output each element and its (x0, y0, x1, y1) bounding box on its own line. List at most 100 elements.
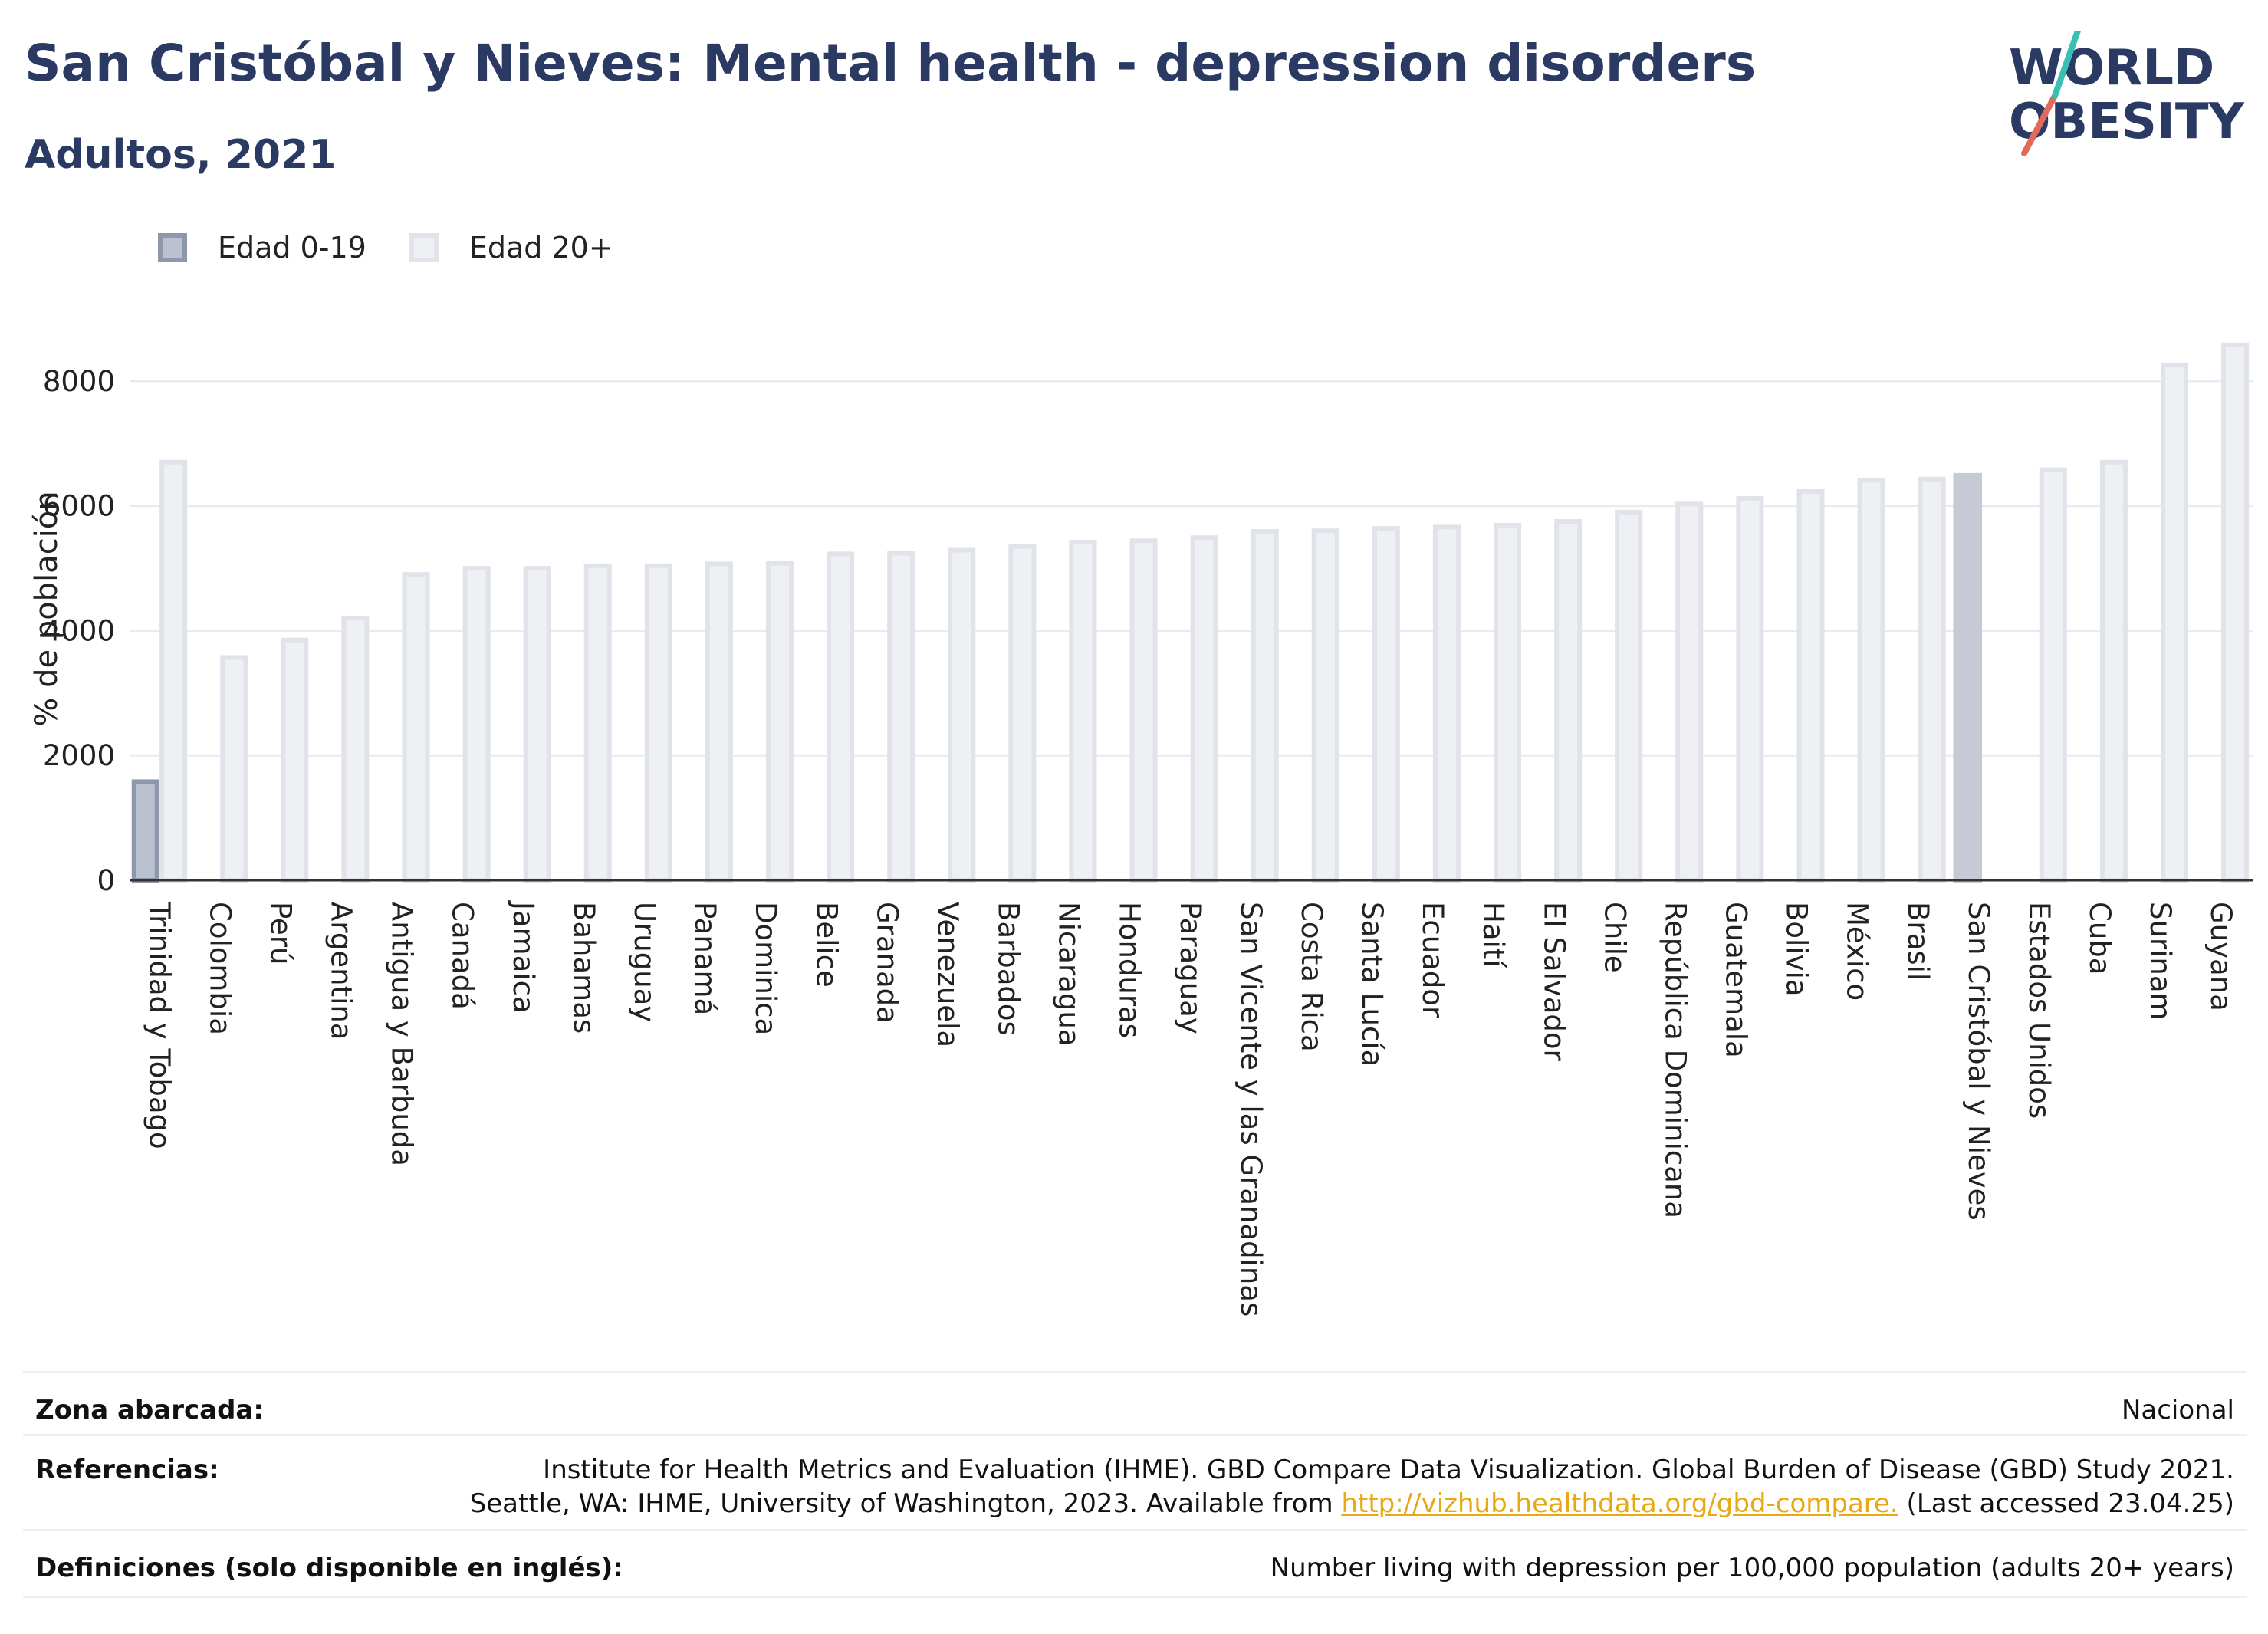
bar-age-20plus (583, 563, 612, 883)
legend-label-age-20plus: Edad 20+ (468, 231, 613, 265)
x-category-label: Antigua y Barbuda (386, 902, 419, 1166)
bar-age-20plus (523, 566, 551, 883)
x-category-label: Granada (870, 902, 903, 1024)
x-category-label: San Cristóbal y Nieves (1962, 902, 1995, 1221)
bar-age-20plus-highlight (1953, 472, 1983, 883)
bar-age-20plus (1736, 495, 1764, 883)
legend-item-age-20plus[interactable]: Edad 20+ (409, 231, 613, 265)
bar-age-20plus (1857, 478, 1885, 883)
x-category-label: Colombia (203, 902, 236, 1035)
bar-age-20plus (1372, 526, 1400, 883)
footer-value-definiciones: Number living with depression per 100,00… (1270, 1553, 2234, 1583)
bar-age-20plus (1069, 539, 1097, 883)
bar-age-20plus (1311, 528, 1339, 883)
world-obesity-logo: WORLD OBESITY (2009, 31, 2244, 156)
bar-age-20plus (462, 566, 491, 883)
bar-chart: 0 2000 4000 6000 8000 % de población Trinidad … (29, 342, 2253, 1317)
y-tick-label: 0 (97, 864, 115, 897)
x-category-label: Trinidad y Tobago (143, 901, 176, 1149)
y-axis-label: % de población (29, 491, 64, 726)
bar-age-20plus (1494, 522, 1522, 883)
footer-info: Zona abarcada: Nacional Referencias: Ins… (23, 1371, 2247, 1601)
bar-age-20plus (2160, 362, 2189, 883)
x-category-label: Canadá (446, 902, 479, 1010)
x-category-label: Venezuela (931, 902, 964, 1047)
x-category-label: Belice (810, 902, 843, 988)
x-category-label: República Dominicana (1658, 902, 1691, 1218)
bar-age-20plus (1251, 529, 1279, 883)
bar-age-20plus (1675, 501, 1704, 883)
x-category-label: Paraguay (1174, 902, 1207, 1034)
footer-ref-text: Seattle, WA: IHME, University of Washing… (469, 1488, 1342, 1519)
logo-line1: WORLD (2009, 40, 2214, 97)
bar-age-20plus (1554, 519, 1583, 883)
chart-legend: Edad 0-19 Edad 20+ (158, 228, 656, 267)
x-category-label: Argentina (325, 902, 358, 1040)
bar-age-20plus (341, 616, 370, 883)
x-category-label: Perú (264, 902, 297, 965)
bar-age-20plus (281, 637, 309, 883)
bar-age-20plus (705, 561, 733, 883)
legend-label-age-0-19: Edad 0-19 (218, 231, 366, 265)
x-category-label: Nicaragua (1053, 902, 1086, 1046)
footer-row-referencias: Referencias: Institute for Health Metric… (23, 1434, 2247, 1531)
legend-swatch-age-20plus (409, 233, 439, 262)
chart-title: San Cristóbal y Nieves: Mental health - … (25, 34, 1757, 93)
bar-age-20plus (948, 547, 976, 883)
bar-age-20plus (1190, 535, 1218, 883)
bar-age-20plus (2221, 342, 2250, 883)
bar-age-20plus (1432, 524, 1461, 883)
bar-age-20plus (1918, 476, 1946, 883)
x-category-label: Barbados (992, 902, 1025, 1036)
x-category-label: Bahamas (567, 902, 600, 1034)
x-category-label: Estados Unidos (2023, 902, 2056, 1119)
x-category-label: Uruguay (628, 902, 661, 1022)
x-category-label: Honduras (1113, 902, 1146, 1038)
y-tick-label: 2000 (43, 739, 115, 772)
bar-age-20plus (1008, 544, 1037, 883)
chart-subtitle: Adultos, 2021 (25, 132, 337, 178)
legend-item-age-0-19[interactable]: Edad 0-19 (158, 231, 366, 265)
footer-value-referencias-line1: Institute for Health Metrics and Evaluat… (543, 1455, 2234, 1485)
footer-row-definiciones: Definiciones (solo disponible en inglés)… (23, 1529, 2247, 1598)
bar-age-20plus (644, 563, 672, 883)
footer-key-zona: Zona abarcada: (35, 1395, 264, 1425)
x-category-label: Haití (1477, 902, 1510, 968)
y-tick-label: 6000 (43, 490, 115, 523)
legend-swatch-age-0-19 (158, 233, 187, 262)
x-category-label: Surinam (2144, 902, 2177, 1021)
bar-age-20plus (2039, 467, 2067, 883)
bar-age-20plus (765, 561, 794, 883)
x-category-label: Santa Lucía (1356, 902, 1389, 1067)
x-category-label: Brasil (1902, 902, 1934, 981)
x-category-label: Ecuador (1416, 902, 1449, 1018)
x-category-label: San Vicente y las Granadinas (1234, 902, 1267, 1317)
footer-ref-link[interactable]: http://vizhub.healthdata.org/gbd-compare… (1341, 1488, 1898, 1519)
x-category-label: Chile (1598, 902, 1631, 973)
x-category-label: México (1841, 902, 1874, 1001)
x-category-label: El Salvador (1537, 902, 1570, 1062)
bar-age-0-19 (131, 779, 159, 883)
bar-age-20plus (159, 459, 188, 883)
y-tick-label: 8000 (43, 365, 115, 398)
footer-row-zona: Zona abarcada: Nacional (23, 1371, 2247, 1436)
footer-ref-accessed: (Last accessed 23.04.25) (1898, 1488, 2234, 1519)
footer-key-definiciones: Definiciones (solo disponible en inglés)… (35, 1553, 623, 1583)
x-category-label: Bolivia (1780, 902, 1813, 996)
x-category-label: Costa Rica (1295, 902, 1328, 1052)
bar-age-20plus (220, 655, 248, 883)
bar-age-20plus (1615, 509, 1643, 883)
x-category-label: Dominica (749, 902, 782, 1035)
bar-age-20plus (827, 551, 855, 883)
bar-age-20plus (2099, 459, 2128, 883)
footer-key-referencias: Referencias: (35, 1455, 219, 1485)
bar-age-20plus (1796, 489, 1825, 883)
x-category-label: Cuba (2083, 902, 2116, 975)
bar-age-20plus (402, 572, 430, 883)
x-category-label: Panamá (689, 902, 721, 1015)
footer-value-zona: Nacional (2121, 1395, 2234, 1425)
x-category-label: Guyana (2204, 902, 2237, 1011)
bar-age-20plus (1129, 538, 1158, 883)
x-category-label: Guatemala (1720, 902, 1753, 1058)
bar-age-20plus (887, 551, 915, 883)
